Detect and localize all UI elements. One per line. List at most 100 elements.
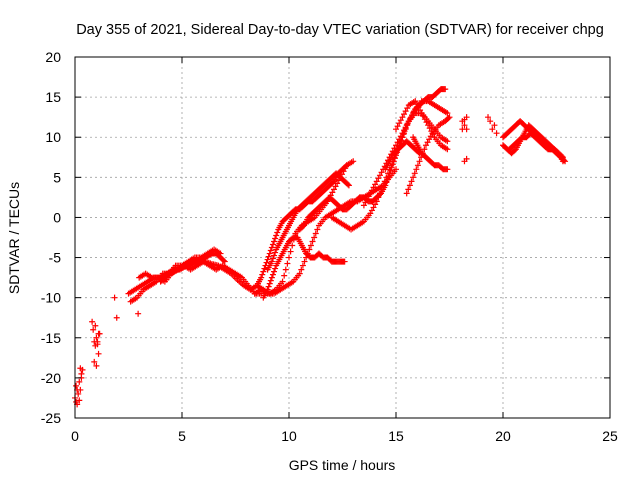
data-point: [334, 180, 341, 187]
data-point: [360, 202, 367, 209]
y-tick-label: -25: [41, 410, 61, 426]
data-point: [287, 248, 294, 255]
data-point: [111, 294, 118, 301]
data-point: [75, 390, 82, 397]
data-point: [284, 260, 291, 267]
data-point: [266, 250, 273, 257]
data-point: [376, 190, 383, 197]
x-tick-label: 25: [602, 428, 618, 444]
data-point: [271, 252, 278, 259]
data-point: [77, 386, 84, 393]
data-point: [93, 362, 100, 369]
data-point: [402, 108, 409, 115]
x-tick-label: 10: [281, 428, 297, 444]
data-point: [487, 118, 494, 125]
y-tick-label: 5: [53, 169, 61, 185]
data-point: [461, 122, 468, 129]
data-point: [260, 268, 267, 275]
data-point: [330, 186, 337, 193]
data-point: [342, 163, 349, 170]
x-tick-label: 0: [71, 428, 79, 444]
data-point: [387, 167, 394, 174]
data-point: [396, 136, 403, 143]
data-point: [424, 139, 431, 146]
data-point: [444, 110, 451, 117]
data-point: [416, 150, 423, 157]
data-point: [373, 198, 380, 205]
data-point: [299, 223, 306, 230]
data-point: [259, 271, 266, 278]
data-point: [95, 350, 102, 357]
data-point: [282, 266, 289, 273]
data-point: [562, 158, 569, 165]
data-point: [264, 286, 271, 293]
data-point: [444, 146, 451, 153]
data-point: [279, 278, 286, 285]
x-tick-label: 20: [495, 428, 511, 444]
data-point: [405, 186, 412, 193]
data-point: [96, 330, 103, 337]
data-point: [311, 234, 318, 241]
data-point: [298, 266, 305, 273]
data-point: [417, 107, 424, 114]
data-point: [289, 242, 296, 249]
data-point: [380, 182, 387, 189]
data-point: [463, 114, 470, 121]
data-point: [393, 166, 399, 173]
data-point: [403, 190, 410, 197]
data-point: [426, 125, 433, 132]
data-point: [77, 365, 84, 372]
data-point: [384, 170, 391, 177]
data-point: [378, 169, 385, 176]
data-point: [263, 259, 270, 266]
data-point: [372, 201, 379, 208]
y-tick-label: 10: [45, 129, 61, 145]
y-tick-label: 15: [45, 89, 61, 105]
x-tick-label: 5: [178, 428, 186, 444]
data-point: [415, 149, 422, 156]
data-point: [416, 158, 423, 165]
data-point: [344, 181, 351, 188]
plot-frame: [74, 56, 611, 419]
data-point: [221, 258, 228, 265]
data-point: [268, 244, 275, 251]
data-point: [378, 186, 385, 193]
data-point: [94, 341, 101, 348]
data-point: [372, 181, 379, 188]
data-point: [412, 98, 419, 105]
data-point: [261, 265, 268, 272]
data-point: [489, 126, 496, 133]
data-point: [269, 271, 276, 278]
data-point: [406, 182, 413, 189]
data-point: [420, 113, 427, 120]
data-point: [113, 314, 120, 321]
data-point: [73, 382, 80, 389]
data-point: [418, 110, 425, 117]
y-tick-label: 20: [45, 49, 61, 65]
data-point: [350, 158, 357, 165]
data-point: [273, 232, 280, 239]
data-point: [425, 122, 432, 129]
data-point: [268, 274, 275, 281]
data-point: [396, 120, 403, 127]
data-point: [442, 86, 449, 93]
x-axis-label: GPS time / hours: [289, 457, 396, 473]
chart-title: Day 355 of 2021, Sidereal Day-to-day VTE…: [76, 22, 604, 38]
data-point: [413, 166, 420, 173]
data-point: [376, 172, 383, 179]
data-point: [404, 121, 411, 128]
data-point: [399, 114, 406, 121]
data-point: [368, 187, 375, 194]
data-point: [491, 122, 498, 129]
data-point: [76, 397, 83, 404]
data-point: [511, 147, 518, 154]
data-point: [332, 183, 339, 190]
data-point: [394, 123, 401, 130]
data-point: [402, 124, 409, 131]
data-point: [393, 142, 399, 149]
data-point: [444, 138, 451, 145]
data-point: [410, 174, 417, 181]
data-point: [345, 182, 352, 189]
axis-ticks: 0 5 10 15 20 25 -25 -20 -15 -10 -5 0 5 10 15 20: [41, 49, 618, 444]
